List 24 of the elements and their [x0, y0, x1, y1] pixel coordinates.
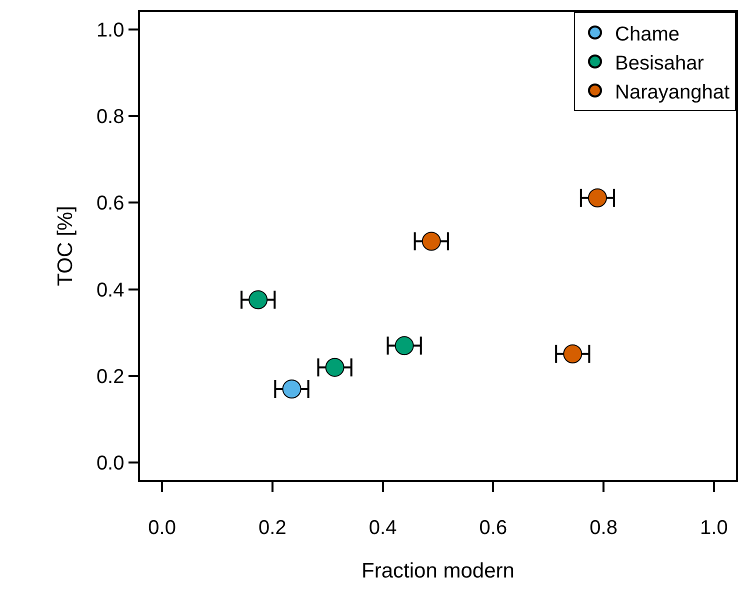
- x-tick-label: 0.2: [258, 516, 286, 539]
- y-tick-label: 0.4: [96, 279, 124, 302]
- point: [563, 344, 582, 364]
- point: [325, 358, 344, 377]
- y-axis-title: TOC [%]: [54, 206, 78, 286]
- point: [248, 290, 268, 310]
- legend-label: Chame: [615, 23, 680, 46]
- point: [422, 232, 441, 251]
- x-tick-label: 0.8: [590, 516, 618, 539]
- legend-label: Narayanghat: [615, 81, 730, 104]
- x-tick-label: 1.0: [700, 516, 728, 539]
- legend-label: Besisahar: [615, 52, 704, 74]
- x-tick-label: 0.6: [479, 516, 508, 539]
- y-tick-label: 1.0: [96, 19, 124, 42]
- x-tick-label: 0.0: [148, 516, 176, 539]
- point: [588, 188, 607, 208]
- x-axis-title: Fraction modern: [362, 559, 514, 582]
- y-tick-label: 0.0: [96, 452, 124, 475]
- point: [282, 380, 302, 398]
- y-tick-label: 0.6: [96, 192, 124, 215]
- y-tick-label: 0.8: [96, 106, 124, 128]
- y-tick-label: 0.2: [96, 366, 124, 388]
- point: [394, 336, 414, 356]
- x-tick-label: 0.4: [368, 516, 397, 539]
